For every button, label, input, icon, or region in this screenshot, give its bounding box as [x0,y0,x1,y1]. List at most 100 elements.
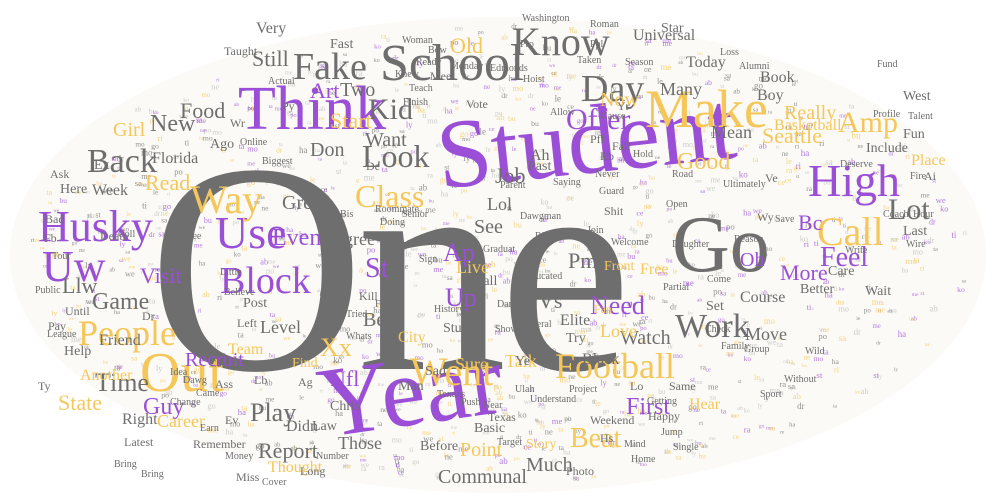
filler-glyph: bu [531,119,539,128]
filler-glyph: le [327,318,333,327]
filler-glyph: le [754,373,760,382]
cloud-word: Hear [689,396,721,413]
filler-glyph: we [53,209,60,214]
cloud-word: Open [666,199,688,210]
cloud-word: Remember [193,437,246,451]
filler-glyph: sa [399,128,404,135]
filler-glyph: me [695,380,703,386]
filler-glyph: ti [187,276,190,282]
filler-glyph: ha [438,376,446,384]
filler-glyph: le [538,76,543,82]
filler-glyph: we [122,255,132,264]
filler-glyph: ne [472,156,480,165]
filler-glyph: po [233,219,240,226]
cloud-word: Texans [437,389,466,400]
cloud-word: Ask [50,167,70,181]
cloud-word: Fellers [375,299,403,310]
filler-glyph: ce [566,193,574,203]
filler-glyph: mo [449,56,459,65]
cloud-word: Ppl [590,39,604,50]
filler-glyph: ce [644,64,652,74]
filler-glyph: ce [141,270,146,276]
filler-glyph: ha [243,432,249,438]
filler-glyph: sa [725,71,732,79]
filler-glyph: ta [914,255,920,265]
filler-glyph: mo [759,74,769,83]
filler-glyph: ly [556,147,563,156]
filler-glyph: po [864,307,872,315]
cloud-word: Latest [124,435,154,449]
cloud-word: Now [600,89,639,111]
cloud-word: Senior [402,209,429,220]
filler-glyph: ly [417,59,423,68]
cloud-word: Amp [838,106,898,139]
filler-glyph: ne [858,144,864,150]
filler-glyph: sa [720,289,727,297]
filler-glyph: ab [288,412,293,418]
filler-glyph: me [554,84,562,91]
cloud-word: Teach [409,83,433,94]
cloud-word: Last [903,224,928,239]
filler-glyph: le [657,77,663,86]
filler-glyph: ly [261,371,267,377]
filler-glyph: we [632,320,642,329]
cloud-word: Job [495,163,526,188]
filler-glyph: ce [708,164,714,170]
filler-glyph: ra [741,316,746,322]
filler-glyph: po [174,166,183,176]
cloud-word: Star [661,21,684,36]
filler-glyph: me [378,382,385,388]
filler-glyph: ly [102,189,106,195]
filler-glyph: ra [809,122,814,128]
filler-glyph: le [486,146,491,154]
filler-glyph: st [419,208,423,214]
filler-glyph: ly [452,149,459,158]
filler-glyph: ce [743,320,749,329]
filler-glyph: ko [327,378,333,385]
filler-glyph: ce [191,370,197,376]
filler-glyph: sa [637,95,642,101]
cloud-word: Public [35,285,61,296]
filler-glyph: po [726,222,735,232]
cloud-word: Family [721,341,750,352]
cloud-word: Two [340,79,376,101]
filler-glyph: po [204,126,212,135]
filler-glyph: ab [701,443,708,450]
filler-glyph: mo [430,238,438,245]
filler-glyph: bu [60,196,68,205]
cloud-word: Best [363,309,399,331]
filler-glyph: bu [503,267,511,276]
cloud-word: Degree [323,229,375,249]
filler-glyph: ko [333,355,342,365]
filler-glyph: bu [852,130,862,140]
cloud-word: Washington [522,13,570,24]
filler-glyph: ta [270,310,276,319]
cloud-word: High [808,155,900,206]
filler-glyph: me [567,71,577,80]
filler-glyph: ta [642,337,648,345]
filler-glyph: le [715,268,721,278]
filler-glyph: le [667,163,672,170]
cloud-word: Coach [883,209,909,220]
filler-glyph: ko [688,262,695,269]
filler-glyph: dr [462,72,469,81]
filler-glyph: ly [738,239,742,245]
filler-glyph: st [847,138,851,144]
filler-glyph: bu [738,335,744,341]
filler-glyph: dr [380,214,387,223]
filler-glyph: ha [618,233,626,241]
filler-glyph: dr [608,437,615,447]
filler-glyph: ha [624,409,632,418]
filler-glyph: ne [79,247,85,254]
filler-glyph: ha [199,260,206,267]
filler-glyph: me [552,416,563,426]
filler-glyph: ko [75,190,81,196]
filler-glyph: po [738,147,744,153]
filler-glyph: le [453,254,458,260]
filler-glyph: we [524,398,532,406]
filler-glyph: dr [838,270,845,279]
filler-glyph: ab [499,456,508,466]
filler-glyph: dr [597,65,602,71]
filler-glyph: we [283,335,291,342]
filler-glyph: me [343,463,352,471]
